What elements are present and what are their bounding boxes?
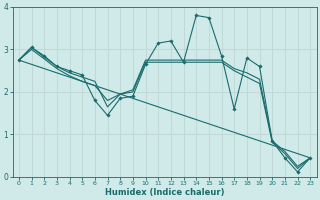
X-axis label: Humidex (Indice chaleur): Humidex (Indice chaleur) <box>105 188 224 197</box>
